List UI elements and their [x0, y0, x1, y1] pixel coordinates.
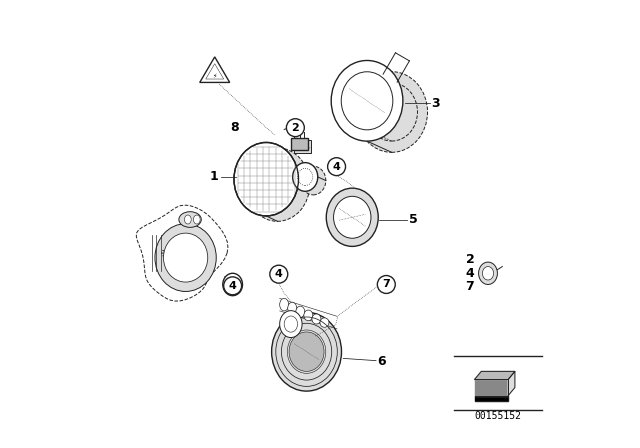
Text: 4: 4: [228, 281, 237, 291]
Circle shape: [378, 276, 396, 293]
Text: 4: 4: [333, 162, 340, 172]
Ellipse shape: [356, 72, 428, 152]
Text: 5: 5: [409, 213, 417, 226]
Ellipse shape: [155, 224, 216, 292]
Text: 2: 2: [291, 123, 300, 133]
Ellipse shape: [223, 273, 243, 296]
Text: 1: 1: [209, 170, 218, 184]
Text: ⚡: ⚡: [212, 73, 217, 79]
Ellipse shape: [332, 60, 403, 141]
Text: 8: 8: [230, 121, 239, 134]
Polygon shape: [475, 371, 515, 379]
FancyBboxPatch shape: [294, 140, 312, 153]
Ellipse shape: [292, 163, 317, 191]
Ellipse shape: [479, 262, 497, 284]
Circle shape: [328, 158, 346, 176]
Ellipse shape: [333, 196, 371, 238]
Circle shape: [287, 119, 305, 137]
Ellipse shape: [304, 310, 313, 321]
Polygon shape: [475, 379, 508, 396]
Text: 00155152: 00155152: [475, 411, 522, 421]
Text: 6: 6: [378, 355, 386, 368]
Ellipse shape: [289, 332, 324, 371]
Polygon shape: [508, 371, 515, 396]
Ellipse shape: [163, 233, 208, 282]
FancyBboxPatch shape: [291, 138, 308, 150]
Ellipse shape: [193, 215, 200, 224]
Ellipse shape: [184, 215, 191, 224]
Polygon shape: [475, 396, 508, 401]
Ellipse shape: [288, 302, 297, 314]
Text: 4: 4: [466, 267, 474, 280]
Text: 3: 3: [431, 96, 440, 110]
Ellipse shape: [280, 298, 289, 311]
Ellipse shape: [296, 306, 305, 318]
Text: 7: 7: [466, 280, 474, 293]
Ellipse shape: [483, 267, 493, 280]
Circle shape: [224, 277, 242, 295]
Ellipse shape: [245, 148, 310, 221]
Text: 2: 2: [466, 253, 474, 267]
Ellipse shape: [280, 310, 302, 337]
Text: 4: 4: [275, 269, 283, 279]
Ellipse shape: [326, 188, 378, 246]
Circle shape: [270, 265, 288, 283]
Polygon shape: [200, 57, 230, 82]
Ellipse shape: [179, 212, 201, 228]
Ellipse shape: [271, 312, 342, 391]
Text: 7: 7: [383, 280, 390, 289]
Ellipse shape: [234, 142, 298, 216]
Ellipse shape: [312, 314, 321, 324]
Ellipse shape: [320, 318, 329, 327]
Ellipse shape: [301, 166, 326, 195]
